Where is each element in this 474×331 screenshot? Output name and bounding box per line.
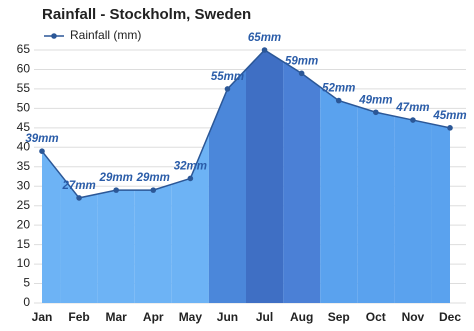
area-band bbox=[171, 133, 209, 303]
x-tick-label: Jul bbox=[256, 310, 273, 324]
marker bbox=[39, 148, 45, 154]
marker bbox=[335, 97, 342, 104]
value-label: 27mm bbox=[61, 180, 95, 192]
y-tick-label: 10 bbox=[17, 256, 31, 270]
area-band bbox=[283, 61, 321, 303]
value-label: 29mm bbox=[99, 172, 133, 184]
value-label: 52mm bbox=[322, 83, 355, 95]
area-band bbox=[246, 50, 284, 303]
y-tick-label: 50 bbox=[17, 101, 31, 115]
marker bbox=[261, 47, 268, 53]
marker bbox=[224, 86, 231, 92]
x-tick-label: May bbox=[179, 310, 203, 324]
marker bbox=[447, 125, 453, 131]
marker bbox=[76, 195, 82, 201]
y-tick-label: 5 bbox=[23, 276, 30, 290]
y-tick-label: 25 bbox=[17, 198, 31, 212]
y-tick-label: 55 bbox=[17, 81, 31, 95]
x-tick-label: Apr bbox=[143, 310, 164, 324]
legend-label: Rainfall (mm) bbox=[70, 28, 141, 42]
y-tick-label: 65 bbox=[17, 42, 31, 56]
area-band bbox=[42, 151, 61, 303]
x-tick-label: Oct bbox=[366, 310, 386, 324]
marker bbox=[298, 70, 305, 77]
y-tick-label: 30 bbox=[17, 178, 31, 192]
value-label: 59mm bbox=[285, 55, 318, 67]
x-tick-label: Jan bbox=[32, 310, 53, 324]
x-tick-label: Feb bbox=[68, 310, 89, 324]
value-label: 47mm bbox=[395, 102, 429, 114]
y-tick-label: 60 bbox=[17, 62, 31, 76]
y-tick-label: 40 bbox=[17, 139, 31, 153]
marker bbox=[187, 175, 194, 182]
area-band bbox=[431, 123, 450, 303]
area-band bbox=[60, 174, 98, 303]
area-band bbox=[357, 106, 395, 303]
area-band bbox=[320, 86, 358, 303]
value-label: 49mm bbox=[358, 94, 392, 106]
chart-title: Rainfall - Stockholm, Sweden bbox=[42, 6, 251, 23]
y-tick-label: 15 bbox=[17, 237, 31, 251]
value-label: 39mm bbox=[25, 133, 58, 145]
marker bbox=[410, 117, 416, 123]
marker bbox=[150, 187, 157, 193]
line bbox=[41, 49, 451, 199]
y-tick-label: 45 bbox=[17, 120, 31, 134]
area-band bbox=[394, 116, 432, 304]
value-label: 55mm bbox=[211, 71, 244, 83]
value-label: 29mm bbox=[136, 172, 170, 184]
marker bbox=[373, 109, 379, 116]
x-tick-label: Sep bbox=[328, 310, 350, 324]
x-tick-label: Nov bbox=[402, 310, 425, 324]
legend-marker bbox=[51, 33, 57, 39]
value-label: 65mm bbox=[248, 32, 281, 44]
y-tick-label: 20 bbox=[17, 217, 31, 231]
value-label: 45mm bbox=[432, 110, 466, 122]
area-band bbox=[134, 184, 172, 303]
x-tick-label: Dec bbox=[439, 310, 461, 324]
value-label: 32mm bbox=[174, 160, 207, 172]
area-band bbox=[97, 190, 135, 303]
y-tick-label: 0 bbox=[23, 295, 30, 309]
x-tick-label: Aug bbox=[290, 310, 313, 324]
y-tick-label: 35 bbox=[17, 159, 31, 173]
x-tick-label: Mar bbox=[106, 310, 128, 324]
marker bbox=[113, 187, 119, 193]
x-tick-label: Jun bbox=[217, 310, 238, 324]
area-band bbox=[208, 69, 246, 303]
